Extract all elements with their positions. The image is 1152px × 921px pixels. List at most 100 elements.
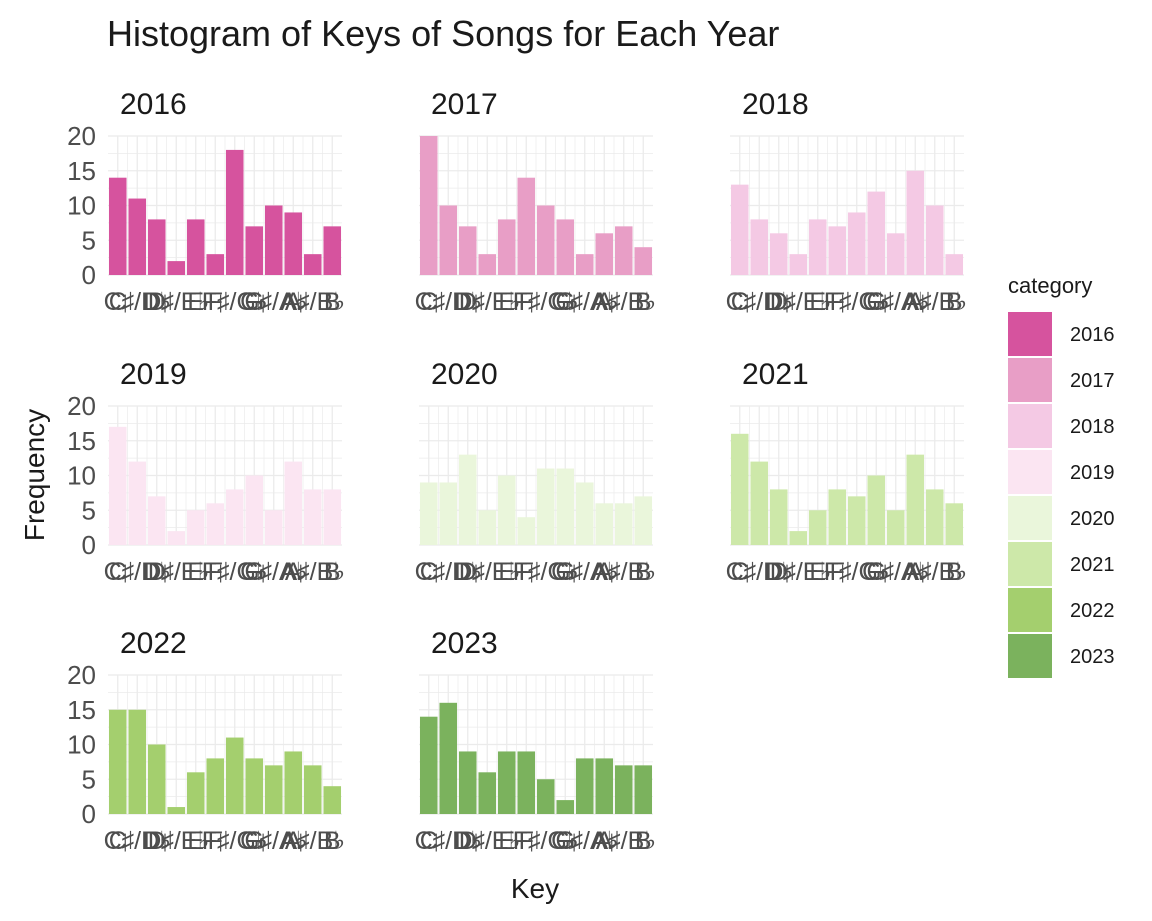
legend-key-2023 xyxy=(1008,634,1052,678)
facet-panel-2022: 2022 0 5 10 15 20 CC♯/D♭DD♯/E♭E FF♯/G♭GG♯/A♭AA♯… xyxy=(67,627,345,855)
x-tick-label: F♯/G♭ xyxy=(513,558,579,586)
y-tick-label: 5 xyxy=(82,225,96,255)
bar-2019-4 xyxy=(186,510,205,545)
x-tick-label: A xyxy=(596,288,613,316)
y-tick-label: 0 xyxy=(82,799,96,829)
x-tick-label: C xyxy=(420,558,438,586)
y-tick-label: 10 xyxy=(67,730,96,760)
x-tick-label: B xyxy=(635,827,652,855)
bar-2017-9 xyxy=(595,233,614,275)
bar-2020-11 xyxy=(634,496,653,545)
x-tick-label: E xyxy=(809,288,826,316)
legend-label: 2022 xyxy=(1070,600,1115,622)
x-tick-label: G♯/A♭ xyxy=(551,827,618,855)
legend-label: 2023 xyxy=(1070,646,1115,668)
bar-2019-6 xyxy=(225,489,244,545)
legend-key-2018 xyxy=(1008,404,1052,448)
legend-key-2020 xyxy=(1008,496,1052,540)
x-tick-label: D xyxy=(459,558,477,586)
x-tick-label: B xyxy=(635,558,652,586)
x-tick-label: A♯/B♭ xyxy=(591,827,656,855)
bar-2022-10 xyxy=(303,765,322,814)
facet-panel-2023: 2023 CC♯/D♭DD♯/E♭E FF♯/G♭GG♯/A♭AA♯/B♭B xyxy=(415,627,656,855)
bar-2022-2 xyxy=(147,744,166,814)
y-tick-label: 20 xyxy=(67,660,96,690)
bar-2016-9 xyxy=(284,212,303,275)
bar-2023-0 xyxy=(419,716,438,814)
x-tick-label: A xyxy=(907,288,924,316)
legend-key-2022 xyxy=(1008,588,1052,632)
bar-2021-7 xyxy=(867,475,886,545)
x-tick-label: A♯/B♭ xyxy=(280,827,345,855)
bar-2018-10 xyxy=(925,205,944,275)
bar-2023-6 xyxy=(536,779,555,814)
x-tick-label: E xyxy=(498,827,515,855)
x-tick-label: C xyxy=(420,827,438,855)
legend-label: 2020 xyxy=(1070,508,1115,530)
bar-2016-1 xyxy=(128,198,147,275)
x-tick-label: E xyxy=(187,288,204,316)
bar-2018-9 xyxy=(906,170,925,275)
x-tick-label: F♯/G♭ xyxy=(202,558,268,586)
x-tick-label: E xyxy=(187,558,204,586)
bar-2017-5 xyxy=(517,177,536,275)
bar-2022-11 xyxy=(323,786,342,814)
x-tick-label: B xyxy=(324,558,341,586)
bar-2022-3 xyxy=(167,807,186,814)
x-axis-title: Key xyxy=(511,873,559,904)
bar-2018-5 xyxy=(828,226,847,275)
x-tick-label: F xyxy=(830,558,845,586)
x-tick-label: G♯/A♭ xyxy=(551,288,618,316)
bar-2017-7 xyxy=(556,219,575,275)
x-tick-label: D♯/E♭ xyxy=(765,558,831,586)
x-tick-label: G♯/A♭ xyxy=(240,827,307,855)
x-tick-label: F♯/G♭ xyxy=(513,288,579,316)
bar-2019-7 xyxy=(245,475,264,545)
x-tick-label: C xyxy=(109,288,127,316)
x-tick-label: D xyxy=(459,288,477,316)
x-tick-label: A xyxy=(596,558,613,586)
bar-2018-7 xyxy=(867,191,886,275)
x-tick-label: C♯/D♭ xyxy=(415,558,482,586)
bar-2016-7 xyxy=(245,226,264,275)
bar-2017-8 xyxy=(575,254,594,275)
bar-2018-1 xyxy=(750,219,769,275)
x-tick-label: C xyxy=(731,288,749,316)
bar-2019-11 xyxy=(323,489,342,545)
facet-panel-2016: 2016 0 5 10 15 20 CC♯/D♭DD♯/E♭E FF♯/G♭GG♯/A♭AA♯… xyxy=(67,88,345,316)
bar-2023-9 xyxy=(595,758,614,814)
bar-2019-2 xyxy=(147,496,166,545)
bar-2018-0 xyxy=(730,184,749,275)
bar-2019-3 xyxy=(167,531,186,545)
x-tick-label: C♯/D♭ xyxy=(726,558,793,586)
y-tick-label: 0 xyxy=(82,260,96,290)
x-tick-label: F xyxy=(519,827,534,855)
x-tick-label: C xyxy=(731,558,749,586)
x-tick-label: C♯/D♭ xyxy=(104,827,171,855)
bar-2023-1 xyxy=(439,702,458,814)
bar-2016-5 xyxy=(206,254,225,275)
bar-2019-5 xyxy=(206,503,225,545)
x-tick-label: B xyxy=(635,288,652,316)
bar-2022-1 xyxy=(128,709,147,814)
facet-label: 2021 xyxy=(742,358,809,391)
legend-label: 2018 xyxy=(1070,416,1115,438)
y-tick-label: 5 xyxy=(82,495,96,525)
x-tick-label: A xyxy=(285,558,302,586)
bar-2018-6 xyxy=(847,212,866,275)
bar-2018-4 xyxy=(808,219,827,275)
x-tick-label: G♯/A♭ xyxy=(240,558,307,586)
x-tick-label: C♯/D♭ xyxy=(415,827,482,855)
legend-label: 2021 xyxy=(1070,554,1115,576)
bar-2023-2 xyxy=(458,751,477,814)
bar-2017-2 xyxy=(458,226,477,275)
x-tick-label: G♯/A♭ xyxy=(551,558,618,586)
x-tick-label: F xyxy=(208,827,223,855)
bar-2021-10 xyxy=(925,489,944,545)
y-axis-title: Frequency xyxy=(19,409,50,541)
facet-panel-2019: 2019 0 5 10 15 20 CC♯/D♭DD♯/E♭E FF♯/G♭GG♯/A♭AA♯… xyxy=(67,358,345,586)
facet-label: 2017 xyxy=(431,88,498,121)
facet-panel-2021: 2021 CC♯/D♭DD♯/E♭E FF♯/G♭GG♯/A♭AA♯/B♭B xyxy=(726,358,967,586)
facet-label: 2019 xyxy=(120,358,187,391)
